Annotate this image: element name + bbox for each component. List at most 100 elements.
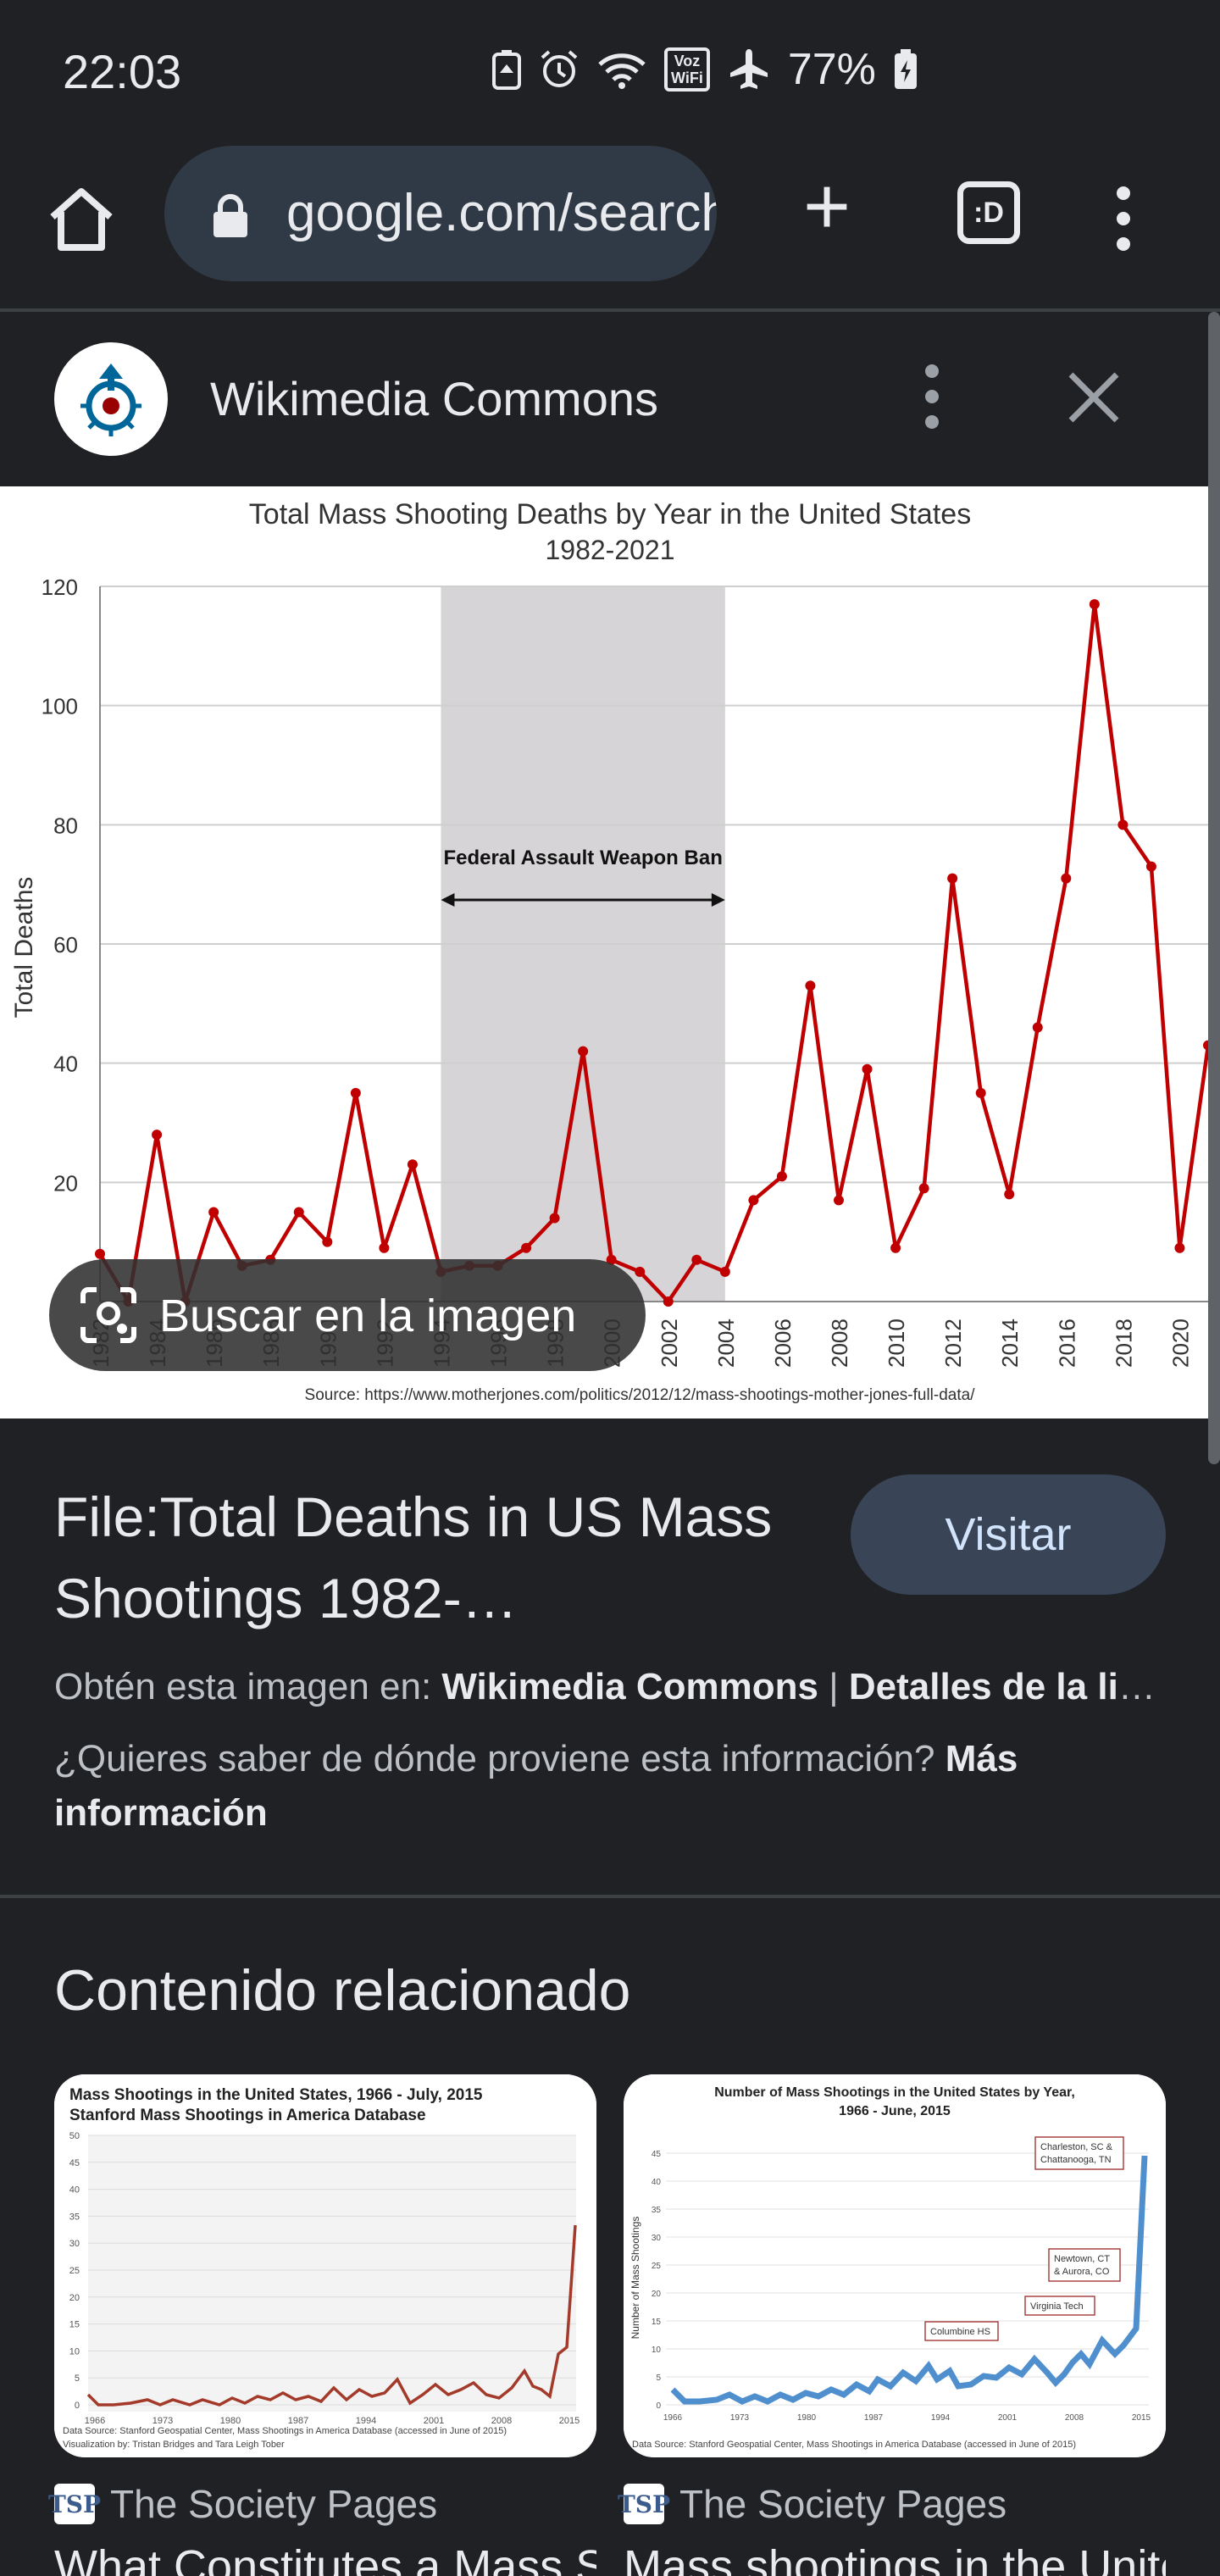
more-options-icon[interactable] <box>1106 185 1140 253</box>
data-point <box>1203 1040 1208 1051</box>
battery-charging-icon <box>894 49 917 89</box>
y-tick-label: 60 <box>53 932 78 958</box>
thumb1-y-tick: 40 <box>69 2185 80 2196</box>
thumb2-callout-columbine: Columbine HS <box>930 2327 990 2337</box>
data-point <box>407 1159 418 1170</box>
source-site-link[interactable]: Wikimedia Commons <box>441 1666 818 1707</box>
x-tick-label: 2010 <box>884 1319 909 1368</box>
data-point <box>521 1242 532 1253</box>
thumb1-y-tick: 35 <box>69 2212 80 2222</box>
related-card-2-source[interactable]: TSP The Society Pages <box>618 2481 1007 2527</box>
x-tick-label: 2006 <box>770 1319 796 1368</box>
info-question: ¿Quieres saber de dónde proviene esta in… <box>54 1732 1156 1840</box>
toolbar-divider <box>0 308 1220 312</box>
thumb1-footer2: Visualization by: Tristan Bridges and Ta… <box>63 2440 285 2450</box>
x-tick-label: 2016 <box>1054 1319 1079 1368</box>
related-heading: Contenido relacionado <box>54 1958 631 2023</box>
search-in-image-button[interactable]: Buscar en la imagen <box>49 1259 646 1371</box>
related-card-2-source-label: The Society Pages <box>679 2482 1007 2526</box>
society-pages-icon: TSP <box>618 2484 670 2524</box>
related-card-1-title[interactable]: What Constitutes a Mass Shooting <box>54 2541 596 2576</box>
related-card-1-source[interactable]: TSP The Society Pages <box>48 2481 438 2527</box>
data-point <box>1004 1189 1015 1200</box>
image-preview[interactable]: Total Mass Shooting Deaths by Year in th… <box>0 486 1208 1418</box>
x-tick-label: 2012 <box>940 1319 966 1368</box>
data-point <box>379 1242 390 1253</box>
home-icon[interactable] <box>46 183 117 254</box>
status-time: 22:03 <box>63 45 182 98</box>
status-icons: Voz WiFi 77% <box>491 44 918 95</box>
related-card-1[interactable]: Mass Shootings in the United States, 196… <box>54 2074 596 2457</box>
thumb1-y-tick: 0 <box>75 2401 80 2411</box>
visit-button[interactable]: Visitar <box>851 1474 1166 1595</box>
thumb2-y-tick: 15 <box>652 2318 662 2327</box>
alarm-icon <box>541 50 578 87</box>
thumb1-y-tick: 15 <box>69 2320 80 2330</box>
data-point <box>1061 873 1072 884</box>
more-info-link[interactable]: Más información <box>54 1738 1018 1834</box>
wifi-icon <box>598 53 646 89</box>
panel-more-icon[interactable] <box>915 363 949 430</box>
y-tick-label: 20 <box>53 1170 78 1196</box>
address-bar[interactable]: google.com/search <box>164 146 717 281</box>
lock-icon <box>214 194 247 237</box>
related-card-1-source-label: The Society Pages <box>110 2482 438 2526</box>
result-title[interactable]: File:Total Deaths in US Mass Shootings 1… <box>54 1485 773 1629</box>
data-point <box>776 1171 787 1182</box>
thumb2-title2: 1966 - June, 2015 <box>839 2104 951 2118</box>
thumb2-x-tick: 2015 <box>1132 2413 1151 2423</box>
thumb1-x-tick: 1966 <box>85 2416 105 2426</box>
thumb1-title2: Stanford Mass Shootings in America Datab… <box>69 2107 426 2124</box>
close-icon[interactable] <box>1064 368 1123 427</box>
y-tick-label: 100 <box>42 694 78 719</box>
x-tick-label: 2008 <box>827 1319 852 1368</box>
thumb1-y-tick: 30 <box>69 2239 80 2249</box>
y-tick-label: 80 <box>53 813 78 838</box>
thumb2-x-tick: 1973 <box>730 2413 750 2423</box>
thumb2-y-tick: 25 <box>652 2262 662 2271</box>
battery-percent: 77% <box>787 45 876 94</box>
thumb2-x-tick: 1987 <box>864 2413 884 2423</box>
related-thumbnail-1: Mass Shootings in the United States, 196… <box>54 2074 596 2457</box>
y-tick-label: 40 <box>53 1052 78 1077</box>
thumb1-title1: Mass Shootings in the United States, 196… <box>69 2086 483 2104</box>
data-point <box>691 1254 702 1265</box>
thumb1-y-tick: 25 <box>69 2266 80 2276</box>
thumb2-y-tick: 35 <box>652 2206 662 2215</box>
tab-switcher-button[interactable]: :D <box>957 181 1020 244</box>
thumb2-y-tick: 20 <box>652 2290 662 2299</box>
license-details-link[interactable]: Detalles de la licencia <box>848 1666 1173 1707</box>
data-point <box>1145 861 1156 872</box>
thumb2-x-tick: 2008 <box>1065 2413 1084 2423</box>
thumb1-x-tick: 1987 <box>288 2416 308 2426</box>
thumb1-x-tick: 1980 <box>220 2416 241 2426</box>
thumb2-y-tick: 45 <box>652 2150 662 2159</box>
data-point <box>350 1087 361 1098</box>
thumb1-y-tick: 5 <box>75 2373 80 2384</box>
y-axis-label: Total Deaths <box>10 877 38 1019</box>
data-point <box>635 1266 646 1277</box>
chart-subtitle: 1982-2021 <box>545 535 674 565</box>
data-point <box>293 1207 304 1218</box>
data-point <box>719 1266 730 1277</box>
thumb2-callout-virginia-tech: Virginia Tech <box>1030 2301 1084 2312</box>
x-tick-label: 2004 <box>713 1319 739 1368</box>
data-point <box>975 1087 986 1098</box>
source-separator: | <box>818 1666 849 1707</box>
panel-scrollbar[interactable] <box>1208 312 1220 1464</box>
related-card-2[interactable]: Number of Mass Shootings in the United S… <box>624 2074 1166 2457</box>
thumb1-x-tick: 2015 <box>559 2416 580 2426</box>
chart-source: Source: https://www.motherjones.com/poli… <box>305 1386 976 1404</box>
data-point <box>834 1195 844 1206</box>
voz-label: Voz <box>674 53 701 69</box>
data-point <box>918 1183 929 1194</box>
assault-ban-label: Federal Assault Weapon Ban <box>443 847 722 869</box>
arrow-head-right <box>711 893 725 907</box>
browser-toolbar: google.com/search + :D <box>0 142 1220 312</box>
thumb1-x-tick: 1994 <box>356 2416 376 2426</box>
new-tab-button[interactable]: + <box>802 161 851 252</box>
wifi-label: WiFi <box>671 69 703 86</box>
thumb2-footer1: Data Source: Stanford Geospatial Center,… <box>632 2440 1076 2450</box>
thumb2-title1: Number of Mass Shootings in the United S… <box>714 2085 1075 2100</box>
related-card-2-title[interactable]: Mass shootings in the United States <box>624 2541 1166 2576</box>
